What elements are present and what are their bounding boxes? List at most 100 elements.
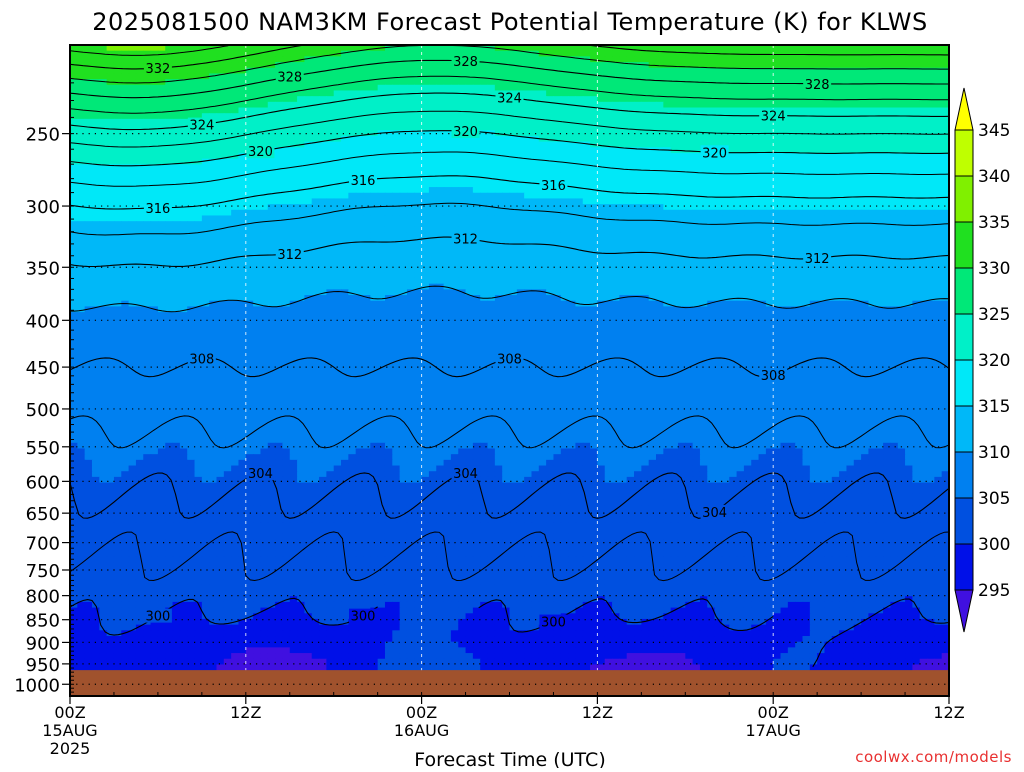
fill-cell (70, 135, 78, 143)
fill-cell (502, 50, 511, 57)
fill-cell (494, 135, 503, 143)
fill-cell (509, 204, 518, 211)
fill-cell (663, 141, 672, 148)
fill-cell (113, 130, 122, 137)
fill-cell (436, 192, 445, 200)
fill-cell (377, 226, 386, 234)
fill-cell (839, 260, 848, 268)
fill-cell (905, 67, 913, 75)
fill-cell (150, 238, 159, 245)
fill-cell (751, 187, 760, 194)
fill-cell (179, 67, 188, 75)
fill-cell (677, 124, 686, 131)
fill-cell (787, 147, 796, 154)
fill-cell (216, 221, 225, 228)
fill-cell (795, 90, 804, 97)
fill-cell (641, 56, 650, 63)
fill-cell (179, 192, 188, 200)
fill-cell (421, 192, 430, 200)
fill-cell (809, 158, 818, 165)
fill-cell (480, 141, 489, 148)
fill-cell (656, 272, 664, 279)
fill-cell (267, 101, 276, 109)
fill-cell (524, 101, 533, 109)
fill-cell (912, 67, 921, 75)
fill-cell (853, 260, 862, 268)
fill-cell (941, 204, 949, 211)
fill-cell (934, 62, 943, 69)
fill-cell (348, 187, 357, 194)
fill-cell (443, 84, 452, 92)
fill-cell (384, 158, 393, 165)
fill-cell (209, 135, 218, 143)
fill-cell (77, 164, 86, 171)
fill-cell (634, 147, 642, 154)
fill-cell (509, 79, 518, 86)
fill-cell (758, 238, 767, 245)
fill-cell (333, 209, 342, 217)
fill-cell (531, 67, 540, 75)
fill-cell (436, 107, 445, 114)
fill-cell (128, 62, 137, 69)
fill-cell (443, 277, 452, 285)
fill-cell (677, 192, 686, 200)
fill-cell (436, 232, 445, 239)
fill-cell (765, 198, 774, 205)
fill-cell (84, 124, 93, 131)
fill-cell (363, 192, 371, 200)
fill-cell (282, 62, 291, 69)
fill-cell (751, 192, 760, 200)
fill-cell (729, 135, 738, 143)
fill-cell (560, 266, 569, 273)
fill-cell (721, 187, 730, 194)
fill-cell (70, 249, 78, 256)
fill-cell (692, 73, 701, 80)
fill-cell (238, 226, 247, 234)
fill-cell (685, 141, 694, 148)
fill-cell (128, 232, 137, 239)
fill-cell (135, 198, 144, 205)
fill-cell (377, 101, 386, 109)
fill-cell (238, 238, 247, 245)
fill-cell (824, 107, 833, 114)
fill-cell (868, 221, 877, 228)
fill-cell (648, 84, 657, 92)
fill-cell (187, 238, 196, 245)
fill-cell (487, 221, 496, 228)
fill-cell (604, 79, 613, 86)
fill-cell (927, 238, 935, 245)
fill-cell (99, 62, 108, 69)
fill-cell (729, 187, 738, 194)
fill-cell (392, 249, 401, 256)
fill-cell (773, 187, 782, 194)
fill-cell (443, 164, 452, 171)
fill-cell (699, 73, 708, 80)
fill-cell (773, 141, 782, 148)
fill-cell (77, 249, 86, 256)
fill-cell (289, 204, 298, 211)
fill-cell (560, 50, 569, 57)
fill-cell (509, 164, 518, 171)
fill-cell (106, 113, 115, 120)
fill-cell (509, 175, 518, 182)
fill-cell (70, 272, 78, 279)
fill-cell (216, 56, 225, 63)
fill-cell (817, 152, 826, 160)
fill-cell (135, 90, 144, 97)
fill-cell (121, 79, 130, 86)
fill-cell (216, 249, 225, 256)
fill-cell (231, 243, 240, 251)
fill-cell (487, 164, 496, 171)
fill-cell (656, 147, 664, 154)
fill-cell (84, 249, 93, 256)
fill-cell (297, 221, 305, 228)
fill-cell (128, 266, 137, 273)
fill-cell (216, 187, 225, 194)
fill-cell (443, 50, 452, 57)
fill-cell (223, 192, 232, 200)
fill-cell (641, 204, 650, 211)
fill-cell (941, 164, 949, 171)
fill-cell (927, 158, 935, 165)
fill-cell (472, 96, 481, 103)
fill-cell (392, 215, 401, 222)
